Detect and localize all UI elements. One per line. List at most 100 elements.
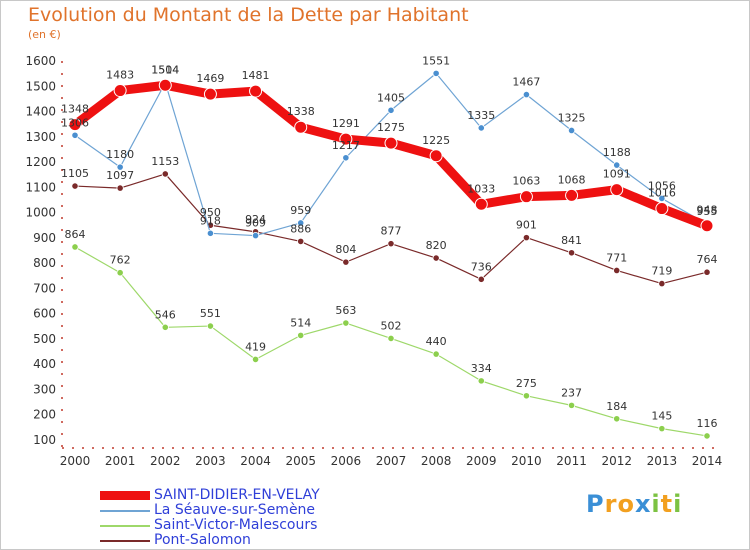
y-tick-label: 900 [33,231,56,245]
data-label: 1016 [648,187,676,200]
data-label: 1225 [422,134,450,147]
data-point [432,69,440,77]
data-label: 1483 [106,69,134,82]
data-label: 514 [290,316,311,329]
data-label: 877 [381,225,402,238]
data-point [610,183,624,197]
x-tick-label: 2012 [601,454,632,468]
x-tick-label: 2013 [647,454,678,468]
y-tick-label: 1300 [25,130,56,144]
logo-letter: t [660,490,674,518]
x-tick-label: 2011 [556,454,587,468]
data-point [703,432,711,440]
y-tick-label: 1100 [25,180,56,194]
data-label: 184 [606,400,627,413]
data-point [432,350,440,358]
data-point [658,194,666,203]
x-tick-label: 2000 [60,454,91,468]
data-label: 551 [200,307,221,320]
data-label: 1153 [151,155,179,168]
data-label: 502 [381,319,402,332]
data-label: 1068 [558,173,586,186]
data-label: 1335 [467,109,495,122]
data-label: 275 [516,377,537,390]
data-point [522,392,531,400]
logo-letter: i [673,490,683,518]
data-label: 546 [155,308,176,321]
data-label: 419 [245,340,266,353]
data-point [567,401,576,409]
data-point [387,106,395,114]
data-point [161,323,169,331]
legend-label: Saint-Victor-Malescours [154,517,318,533]
y-tick-label: 1400 [25,105,56,119]
x-tick-label: 2007 [376,454,407,468]
x-tick-label: 2008 [421,454,452,468]
data-point [703,268,711,276]
chart-unit-label: (en €) [28,28,61,41]
x-tick-label: 2006 [331,454,362,468]
data-label: 1275 [377,121,405,134]
data-point [342,319,350,327]
data-label: 1105 [61,167,89,180]
data-point [432,254,440,262]
legend-swatch [100,525,150,527]
y-tick-label: 800 [33,256,56,270]
data-point [387,240,395,248]
data-label: 1033 [467,182,495,195]
y-tick-label: 100 [33,433,56,447]
data-point [297,237,305,246]
data-label: 886 [290,222,311,235]
x-tick-label: 2014 [692,454,723,468]
data-point [387,334,395,343]
chart-title: Evolution du Montant de la Dette par Hab… [28,4,469,26]
y-tick-label: 300 [33,382,56,396]
y-tick-label: 700 [33,281,56,295]
data-point [297,331,305,339]
data-point [71,131,79,139]
legend-swatch [100,540,150,542]
data-label: 950 [200,206,221,219]
y-tick-label: 1200 [25,155,56,169]
data-point [339,132,353,146]
data-point [565,188,579,202]
data-label: 1063 [512,175,540,188]
y-tick-label: 1500 [25,79,56,93]
data-point [613,161,621,169]
data-label: 1481 [242,69,270,82]
data-point [161,170,169,178]
legend-swatch [100,491,150,500]
data-point [342,258,350,266]
x-tick-label: 2005 [285,454,316,468]
data-label: 1504 [151,63,179,76]
data-label: 1348 [61,103,89,116]
data-point [158,78,172,92]
data-label: 918 [200,214,221,227]
logo-letter: P [586,490,605,518]
data-point [249,84,263,98]
data-label: 762 [110,254,131,267]
data-point [700,219,714,233]
data-point [655,202,669,216]
data-label: 924 [245,213,266,226]
data-point [429,149,443,163]
legend-label: Pont-Salomon [154,532,251,548]
data-point [71,182,79,190]
data-label: 1091 [603,168,631,181]
data-point [613,415,621,423]
data-label: 771 [606,251,627,264]
x-tick-label: 2002 [150,454,181,468]
data-label: 440 [426,335,447,348]
data-point [297,219,305,227]
data-label: 563 [335,304,356,317]
data-label: 1338 [287,105,315,118]
data-point [251,355,260,363]
data-point [522,234,531,242]
data-point [567,126,576,135]
data-point [116,184,124,192]
data-point [116,163,124,171]
data-point [251,231,260,240]
data-label: 1291 [332,117,360,130]
legend-label: SAINT-DIDIER-EN-VELAY [154,487,320,503]
